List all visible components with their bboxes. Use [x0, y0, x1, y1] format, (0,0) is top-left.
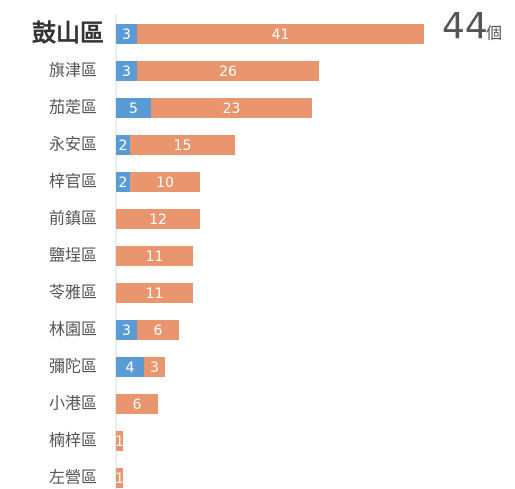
category-label: 楠梓區 — [49, 431, 97, 450]
category-label: 梓官區 — [49, 172, 97, 191]
bar-segment — [116, 135, 130, 155]
value-label: 3 — [150, 360, 159, 376]
bar-segment — [116, 468, 123, 488]
category-label: 茄萣區 — [49, 98, 97, 117]
value-label: 2 — [119, 138, 128, 154]
value-label: 26 — [219, 64, 237, 80]
bar-segment — [116, 98, 151, 118]
bar-segment — [116, 24, 137, 44]
total-unit: 個 — [486, 24, 502, 43]
bar-segment — [116, 246, 193, 266]
value-label: 6 — [133, 397, 142, 413]
total-value: 44 — [442, 6, 488, 47]
category-label: 彌陀區 — [49, 357, 97, 376]
bar-segment — [137, 61, 319, 81]
value-label: 15 — [174, 138, 192, 154]
category-label: 苓雅區 — [49, 283, 97, 302]
bar-segment — [144, 357, 165, 377]
category-label: 鼓山區 — [32, 19, 104, 47]
value-label: 4 — [126, 360, 135, 376]
category-label: 鹽埕區 — [49, 246, 97, 265]
bar-segment — [116, 431, 123, 451]
value-label: 2 — [119, 175, 128, 191]
bar-segment — [116, 209, 200, 229]
value-label: 1 — [115, 471, 124, 487]
value-label: 11 — [146, 286, 164, 302]
category-label: 旗津區 — [49, 61, 97, 80]
value-label: 23 — [223, 101, 241, 117]
bar-segment — [137, 320, 179, 340]
value-label: 41 — [272, 27, 290, 43]
category-label: 前鎮區 — [49, 209, 97, 228]
value-label: 10 — [156, 175, 174, 191]
value-label: 3 — [122, 27, 131, 43]
bar-segment — [116, 61, 137, 81]
value-label: 6 — [154, 323, 163, 339]
bar-segment — [137, 24, 424, 44]
category-label: 小港區 — [49, 394, 97, 413]
bar-segment — [130, 135, 235, 155]
category-label: 林園區 — [49, 320, 97, 339]
bar-segment — [116, 320, 137, 340]
value-label: 1 — [115, 434, 124, 450]
bar-segment — [116, 394, 158, 414]
value-label: 11 — [146, 249, 164, 265]
category-label: 永安區 — [49, 135, 97, 154]
bar-segment — [116, 172, 130, 192]
value-label: 3 — [122, 64, 131, 80]
bar-segment — [130, 172, 200, 192]
value-label: 3 — [122, 323, 131, 339]
bar-segment — [116, 357, 144, 377]
value-label: 5 — [129, 101, 138, 117]
bar-segment — [151, 98, 312, 118]
value-label: 12 — [149, 212, 167, 228]
category-label: 左營區 — [49, 468, 97, 487]
bar-segment — [116, 283, 193, 303]
